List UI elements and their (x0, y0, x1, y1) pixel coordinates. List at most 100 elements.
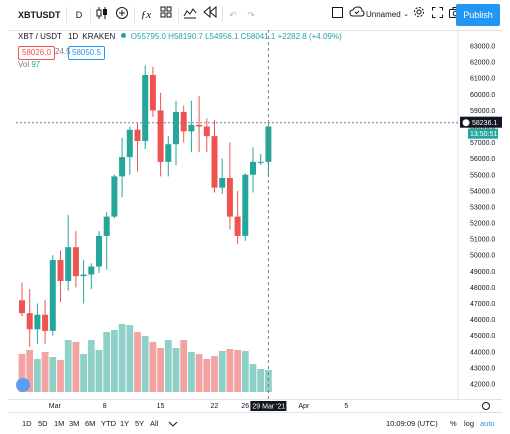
chevron-down-icon[interactable]: ⌄ (403, 11, 409, 18)
volume-bar (41, 352, 49, 392)
candle-body[interactable] (119, 157, 126, 177)
candle-body[interactable] (149, 75, 156, 111)
range-1m[interactable]: 1M (54, 419, 65, 428)
time-tick-label: 8 (103, 403, 107, 410)
percent-toggle[interactable]: % (450, 419, 457, 428)
candle-body[interactable] (96, 235, 102, 267)
candle-body[interactable] (211, 136, 218, 188)
range-1d[interactable]: 1D (22, 419, 32, 428)
volume-bar (26, 350, 34, 392)
volume-legend: Vol 97 (18, 60, 40, 69)
volume-bar (149, 342, 157, 392)
layout-name-button[interactable]: Unnamed (366, 10, 401, 19)
chart-area[interactable]: 63000.062000.061000.060000.059000.058000… (8, 30, 502, 411)
range-1y[interactable]: 1Y (120, 419, 130, 428)
countdown-tag (468, 128, 498, 139)
legend-interval: 1D (67, 32, 79, 41)
symbol-search-button[interactable]: XBTUSDT (18, 10, 61, 20)
volume-bar (249, 364, 257, 392)
price-tag-plus-icon[interactable] (462, 119, 470, 127)
candle-body[interactable] (257, 161, 264, 163)
legend-symbol[interactable]: XBT / USDT (18, 32, 62, 41)
candles-icon[interactable] (94, 6, 110, 24)
fx-indicators-icon[interactable]: ƒx (140, 9, 152, 21)
plus-circle-icon[interactable] (114, 6, 130, 24)
alert-clock-icon[interactable] (182, 6, 198, 24)
candle-body[interactable] (142, 75, 149, 141)
price-tick-label: 49000.0 (470, 269, 495, 276)
price-tick-label: 57000.0 (470, 140, 495, 147)
candle-body[interactable] (203, 126, 210, 137)
candle-body[interactable] (242, 174, 249, 236)
candle-body[interactable] (165, 144, 172, 162)
volume-bar (188, 352, 195, 392)
candle-body[interactable] (65, 247, 72, 281)
candle-body[interactable] (219, 177, 226, 188)
range-all[interactable]: All (150, 419, 159, 428)
redo-icon[interactable]: ↷ (247, 10, 255, 20)
toolbar-divider (66, 7, 67, 23)
goto-date-icon[interactable] (168, 418, 180, 430)
price-tick-label: 43000.0 (470, 365, 495, 372)
candle-body[interactable] (173, 112, 179, 145)
range-5y[interactable]: 5Y (135, 419, 145, 428)
volume-bar (18, 354, 26, 392)
range-6m[interactable]: 6M (85, 419, 96, 428)
axis-gear-icon[interactable] (482, 402, 490, 410)
publish-button[interactable]: Publish (456, 4, 500, 26)
range-3m[interactable]: 3M (69, 419, 80, 428)
price-tick-label: 51000.0 (470, 237, 495, 244)
price-tick-label: 63000.0 (470, 44, 495, 51)
volume-value: 97 (31, 60, 41, 69)
candle-body[interactable] (103, 216, 110, 236)
replay-icon[interactable] (202, 5, 218, 24)
candle-body[interactable] (180, 112, 187, 132)
candle-body[interactable] (72, 247, 79, 277)
candle-body[interactable] (250, 161, 256, 175)
price-chart[interactable]: 63000.062000.061000.060000.059000.058000… (8, 30, 502, 412)
gear-icon[interactable] (412, 6, 426, 24)
price-tick-label: 60000.0 (470, 92, 495, 99)
candle-body[interactable] (19, 300, 25, 314)
fullscreen-icon[interactable] (430, 6, 444, 24)
candle-body[interactable] (42, 314, 49, 331)
volume-bar (203, 359, 211, 392)
candle-body[interactable] (26, 313, 33, 330)
interval-button[interactable]: D (75, 10, 83, 20)
price-tick-label: 42000.0 (470, 381, 495, 388)
range-5d[interactable]: 5D (38, 419, 48, 428)
crosshair-date-label: 29 Mar '21 (252, 404, 285, 411)
auto-toggle[interactable]: auto (480, 419, 495, 428)
candle-body[interactable] (134, 129, 141, 141)
clock-time[interactable]: 10:09:09 (UTC) (386, 419, 438, 428)
candle-body[interactable] (234, 216, 241, 236)
candle-body[interactable] (157, 110, 164, 162)
candle-body[interactable] (80, 274, 87, 277)
candle-body[interactable] (34, 314, 41, 330)
candle-body[interactable] (57, 260, 64, 281)
candle-body[interactable] (111, 176, 118, 217)
log-toggle[interactable]: log (464, 419, 475, 428)
volume-bar (34, 359, 41, 392)
bottom-toolbar: 1D 5D 1M 3M 6M YTD 1Y 5Y All 10:09:09 (U… (8, 412, 502, 434)
toolbar-divider (222, 7, 223, 23)
volume-bar (126, 325, 134, 392)
grid-templates-icon[interactable] (158, 6, 174, 24)
ask-price-box[interactable]: 58050.5 (68, 46, 105, 60)
candle-body[interactable] (226, 177, 233, 217)
candle-body[interactable] (188, 124, 195, 132)
candle-body[interactable] (88, 266, 95, 275)
volume-bar (80, 354, 87, 392)
candle-body[interactable] (196, 124, 203, 127)
range-ytd[interactable]: YTD (101, 419, 116, 428)
volume-bar (118, 324, 126, 392)
volume-bar (157, 348, 164, 392)
cloud-icon[interactable] (348, 6, 366, 24)
current-price-tag[interactable] (460, 116, 502, 128)
candle-body[interactable] (126, 129, 133, 158)
candle-body[interactable] (49, 260, 56, 331)
fullscreen-select-icon[interactable] (330, 6, 344, 24)
undo-icon[interactable]: ↶ (229, 10, 237, 20)
bid-price-box[interactable]: 58026.0 (18, 46, 55, 60)
logo-icon (16, 378, 30, 392)
